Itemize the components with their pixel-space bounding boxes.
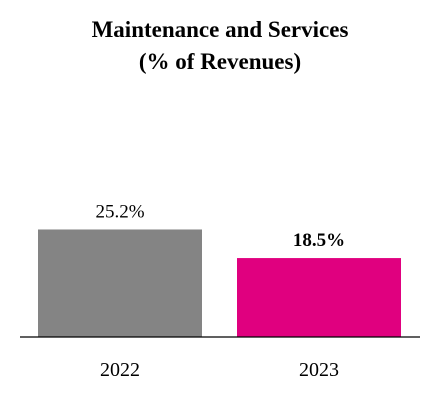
bar-2022 [38,229,202,337]
x-tick-labels-group: 2022 2023 [100,359,339,381]
x-tick-label-2023: 2023 [299,359,339,381]
chart-title-line-1: Maintenance and Services [91,17,349,42]
data-label-2023: 18.5% [293,230,345,251]
bars-group [38,229,401,337]
x-tick-label-2022: 2022 [100,359,140,381]
chart-subtitle: (% of Revenues) [138,49,302,74]
bar-2023 [237,258,401,337]
data-labels-group: 25.2% 18.5% [95,201,345,251]
chart-title: Maintenance and Services (% of Revenues) [0,14,440,78]
data-label-2022: 25.2% [95,201,144,222]
